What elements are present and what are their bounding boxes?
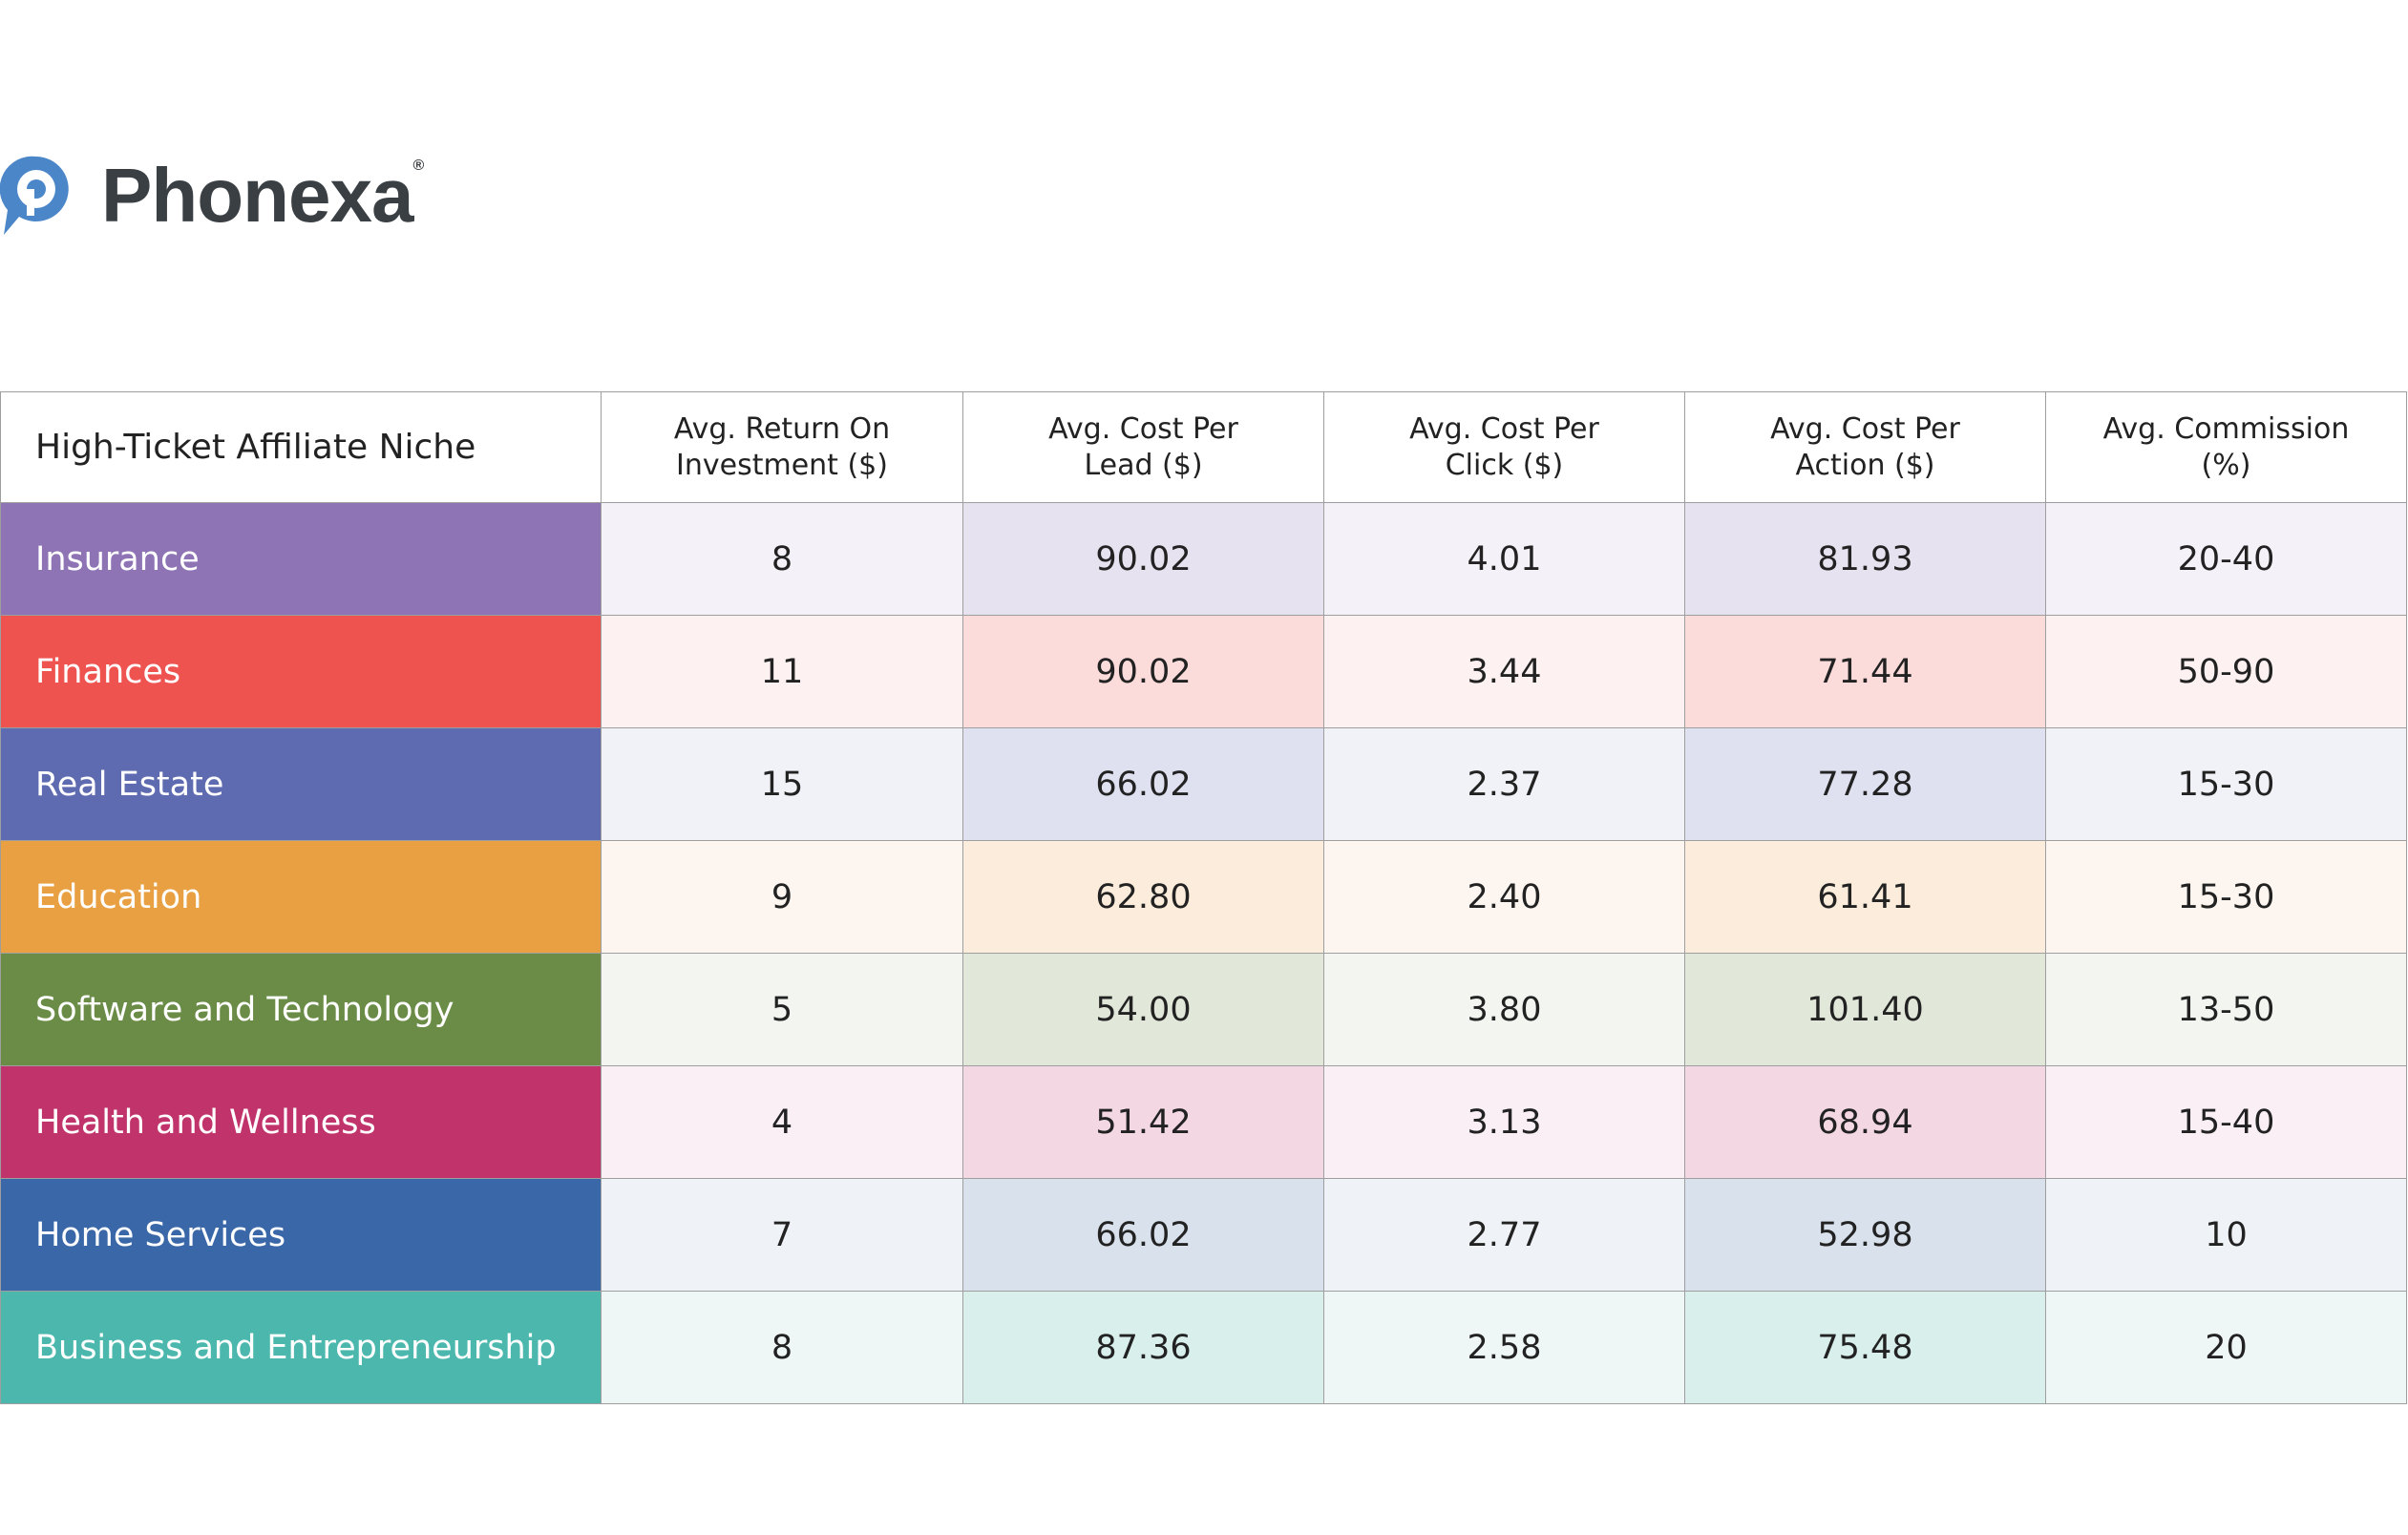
logo-icon <box>0 156 69 235</box>
niche-label: Insurance <box>0 502 602 616</box>
niche-label: Finances <box>0 615 602 728</box>
value-cell: 11 <box>601 615 963 728</box>
logo: Phonexa® <box>0 151 424 241</box>
value-cell: 20 <box>2045 1291 2407 1404</box>
value-cell: 8 <box>601 502 963 616</box>
table-row: Software and Technology 5 54.00 3.80 101.40 1… <box>0 953 2407 1066</box>
table-row: Business and Entrepreneurship 8 87.36 2.58 7… <box>0 1291 2407 1404</box>
value-cell: 3.13 <box>1323 1065 1685 1179</box>
niche-label: Education <box>0 840 602 954</box>
value-cell: 87.36 <box>962 1291 1324 1404</box>
value-cell: 4 <box>601 1065 963 1179</box>
table-body: Insurance 8 90.02 4.01 81.93 20-40 Finances 11 9… <box>0 502 2407 1404</box>
value-cell: 66.02 <box>962 1178 1324 1292</box>
value-cell: 20-40 <box>2045 502 2407 616</box>
value-cell: 68.94 <box>1684 1065 2046 1179</box>
value-cell: 101.40 <box>1684 953 2046 1066</box>
value-cell: 50-90 <box>2045 615 2407 728</box>
table-row: Real Estate 15 66.02 2.37 77.28 15-30 <box>0 727 2407 841</box>
header-row: High-Ticket Affiliate Niche Avg. Return O… <box>0 391 2407 503</box>
value-cell: 13-50 <box>2045 953 2407 1066</box>
value-cell: 90.02 <box>962 615 1324 728</box>
value-cell: 2.40 <box>1323 840 1685 954</box>
value-cell: 15-30 <box>2045 840 2407 954</box>
niche-label: Business and Entrepreneurship <box>0 1291 602 1404</box>
brand-name: Phonexa <box>101 153 413 238</box>
value-cell: 15-40 <box>2045 1065 2407 1179</box>
table-row: Health and Wellness 4 51.42 3.13 68.94 15-40 <box>0 1065 2407 1179</box>
value-cell: 66.02 <box>962 727 1324 841</box>
value-cell: 2.37 <box>1323 727 1685 841</box>
value-cell: 7 <box>601 1178 963 1292</box>
value-cell: 2.77 <box>1323 1178 1685 1292</box>
header-cell: Avg. Cost Per Click ($) <box>1323 391 1685 503</box>
table-row: Insurance 8 90.02 4.01 81.93 20-40 <box>0 502 2407 616</box>
niche-label: Real Estate <box>0 727 602 841</box>
header-cell: Avg. Cost Per Action ($) <box>1684 391 2046 503</box>
value-cell: 81.93 <box>1684 502 2046 616</box>
table-row: Finances 11 90.02 3.44 71.44 50-90 <box>0 615 2407 728</box>
value-cell: 3.44 <box>1323 615 1685 728</box>
header-cell: Avg. Commission (%) <box>2045 391 2407 503</box>
niche-label: Health and Wellness <box>0 1065 602 1179</box>
logo-text: Phonexa® <box>101 152 424 240</box>
value-cell: 5 <box>601 953 963 1066</box>
value-cell: 8 <box>601 1291 963 1404</box>
niche-label: Home Services <box>0 1178 602 1292</box>
registered-mark: ® <box>412 158 424 174</box>
value-cell: 52.98 <box>1684 1178 2046 1292</box>
value-cell: 54.00 <box>962 953 1324 1066</box>
header-cell: High-Ticket Affiliate Niche <box>0 391 602 503</box>
value-cell: 77.28 <box>1684 727 2046 841</box>
table-row: Education 9 62.80 2.40 61.41 15-30 <box>0 840 2407 954</box>
value-cell: 9 <box>601 840 963 954</box>
value-cell: 75.48 <box>1684 1291 2046 1404</box>
value-cell: 71.44 <box>1684 615 2046 728</box>
table-row: Home Services 7 66.02 2.77 52.98 10 <box>0 1178 2407 1292</box>
value-cell: 3.80 <box>1323 953 1685 1066</box>
header-cell: Avg. Return On Investment ($) <box>601 391 963 503</box>
value-cell: 51.42 <box>962 1065 1324 1179</box>
value-cell: 10 <box>2045 1178 2407 1292</box>
niche-label: Software and Technology <box>0 953 602 1066</box>
value-cell: 61.41 <box>1684 840 2046 954</box>
value-cell: 62.80 <box>962 840 1324 954</box>
value-cell: 15 <box>601 727 963 841</box>
value-cell: 2.58 <box>1323 1291 1685 1404</box>
value-cell: 15-30 <box>2045 727 2407 841</box>
value-cell: 4.01 <box>1323 502 1685 616</box>
header-cell: Avg. Cost Per Lead ($) <box>962 391 1324 503</box>
value-cell: 90.02 <box>962 502 1324 616</box>
data-table: High-Ticket Affiliate Niche Avg. Return O… <box>0 391 2407 1404</box>
